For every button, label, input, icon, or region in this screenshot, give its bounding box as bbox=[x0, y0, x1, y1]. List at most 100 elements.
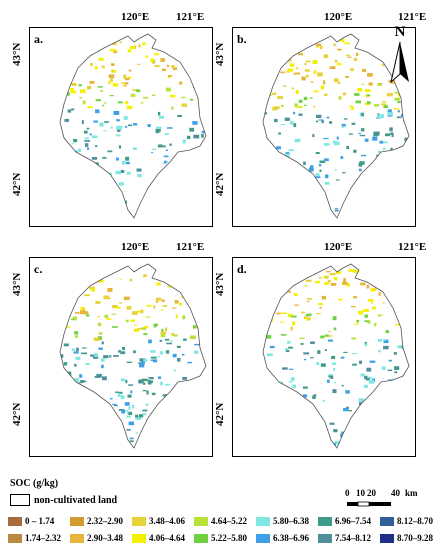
soc-patch bbox=[74, 312, 80, 314]
soc-patch bbox=[293, 178, 298, 182]
soc-patch bbox=[358, 132, 362, 135]
soc-patch bbox=[296, 440, 300, 445]
soc-patch bbox=[165, 161, 169, 163]
soc-patch bbox=[388, 285, 391, 289]
soc-patch bbox=[120, 395, 125, 399]
soc-patch bbox=[406, 145, 409, 149]
soc-patch bbox=[140, 309, 144, 314]
soc-patch bbox=[391, 134, 394, 138]
soc-patch bbox=[315, 176, 321, 179]
soc-patch bbox=[287, 340, 291, 344]
soc-patch bbox=[382, 141, 388, 144]
soc-patch bbox=[122, 85, 128, 87]
soc-patch bbox=[293, 73, 297, 76]
soc-patch bbox=[301, 311, 305, 314]
soc-patch bbox=[94, 66, 98, 70]
soc-patch bbox=[126, 161, 130, 165]
soc-patch bbox=[194, 350, 199, 354]
soc-patch bbox=[402, 409, 407, 414]
soc-patch bbox=[173, 67, 177, 71]
soc-patch bbox=[356, 319, 360, 323]
soc-patch bbox=[334, 209, 339, 212]
soc-patch bbox=[292, 188, 298, 190]
soc-patch bbox=[325, 174, 329, 179]
soc-patch bbox=[151, 94, 156, 97]
soc-patch bbox=[142, 435, 147, 438]
soc-patch bbox=[60, 438, 64, 441]
soc-patch bbox=[310, 341, 315, 344]
map-panel-b bbox=[232, 27, 416, 227]
soc-patch bbox=[183, 338, 187, 341]
soc-patch bbox=[192, 392, 197, 394]
soc-patch bbox=[119, 301, 122, 304]
soc-patch bbox=[97, 322, 102, 327]
soc-patch bbox=[300, 343, 304, 345]
soc-patch bbox=[117, 350, 122, 353]
soc-patch bbox=[370, 449, 373, 452]
soc-patch bbox=[151, 208, 156, 211]
soc-patch bbox=[83, 130, 88, 134]
soc-patch bbox=[276, 284, 282, 288]
soc-patch bbox=[184, 385, 188, 387]
soc-patch bbox=[119, 278, 122, 280]
soc-patch bbox=[299, 337, 305, 339]
soc-patch bbox=[268, 269, 272, 274]
soc-patch bbox=[385, 435, 388, 437]
soc-patch bbox=[338, 96, 342, 100]
soc-patch bbox=[290, 377, 295, 381]
soc-patch bbox=[128, 421, 134, 426]
legend-class-1: 0 – 1.74 bbox=[8, 516, 54, 526]
soc-patch bbox=[110, 126, 113, 129]
soc-patch bbox=[263, 433, 267, 436]
soc-patch bbox=[65, 384, 68, 389]
soc-patch bbox=[335, 179, 340, 181]
soc-patch bbox=[403, 412, 409, 415]
soc-patch bbox=[171, 333, 175, 336]
soc-patch bbox=[334, 440, 340, 445]
soc-patch bbox=[397, 101, 401, 104]
soc-patch bbox=[127, 394, 132, 398]
soc-patch bbox=[276, 385, 280, 388]
soc-patch bbox=[280, 312, 287, 315]
soc-patch bbox=[84, 140, 91, 142]
soc-patch bbox=[150, 356, 157, 359]
soc-patch bbox=[119, 442, 123, 445]
soc-patch bbox=[360, 373, 365, 377]
soc-patch bbox=[181, 442, 187, 445]
soc-patch bbox=[115, 134, 121, 137]
soc-patch bbox=[381, 270, 385, 273]
soc-patch bbox=[341, 123, 346, 127]
soc-patch bbox=[305, 317, 308, 321]
soc-patch bbox=[357, 212, 363, 216]
scale-tick-10: 10 bbox=[356, 488, 365, 498]
soc-patch bbox=[388, 205, 394, 208]
soc-patch bbox=[346, 56, 352, 58]
soc-patch bbox=[156, 126, 162, 129]
soc-patch bbox=[271, 92, 277, 95]
soc-patch bbox=[288, 381, 293, 383]
soc-patch bbox=[109, 48, 116, 52]
soc-patch bbox=[390, 147, 393, 151]
soc-patch bbox=[206, 450, 211, 453]
soc-patch bbox=[359, 360, 363, 364]
soc-patch bbox=[364, 102, 371, 106]
soc-patch bbox=[267, 295, 270, 297]
soc-patch bbox=[125, 409, 128, 412]
soc-patch bbox=[168, 76, 171, 79]
soc-patch bbox=[162, 394, 168, 397]
soc-patch bbox=[303, 358, 307, 361]
soc-patch bbox=[164, 432, 168, 434]
soc-patch bbox=[381, 172, 388, 174]
soc-patch bbox=[332, 66, 335, 68]
legend-swatch bbox=[256, 533, 270, 543]
soc-patch bbox=[367, 177, 373, 179]
soc-patch bbox=[322, 80, 326, 85]
soc-patch bbox=[307, 193, 313, 196]
soc-patch bbox=[340, 38, 345, 43]
soc-patch bbox=[156, 433, 159, 437]
map-region-b bbox=[262, 33, 410, 219]
soc-patch bbox=[155, 128, 161, 132]
soc-patches bbox=[60, 268, 211, 453]
soc-patch bbox=[126, 305, 132, 310]
soc-patch bbox=[187, 361, 193, 364]
